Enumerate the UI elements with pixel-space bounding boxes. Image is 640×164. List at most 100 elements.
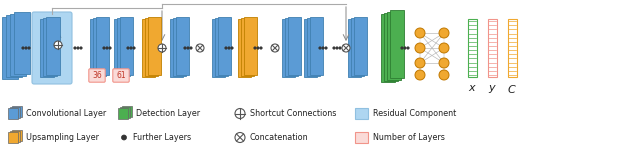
Polygon shape xyxy=(147,17,161,75)
Circle shape xyxy=(196,44,204,52)
Circle shape xyxy=(407,47,409,49)
Polygon shape xyxy=(282,19,294,77)
Polygon shape xyxy=(237,19,250,77)
Bar xyxy=(508,19,516,77)
Circle shape xyxy=(257,47,259,49)
Polygon shape xyxy=(310,17,323,75)
Circle shape xyxy=(22,47,24,49)
Bar xyxy=(355,108,368,119)
Polygon shape xyxy=(390,10,404,78)
Circle shape xyxy=(439,58,449,68)
Circle shape xyxy=(190,47,192,49)
FancyBboxPatch shape xyxy=(113,69,129,82)
Text: Upsampling Layer: Upsampling Layer xyxy=(26,133,99,142)
Circle shape xyxy=(109,47,111,49)
Polygon shape xyxy=(141,19,154,77)
Polygon shape xyxy=(287,17,301,75)
Polygon shape xyxy=(303,19,317,77)
Text: ...: ... xyxy=(440,64,449,74)
Circle shape xyxy=(415,70,425,80)
Polygon shape xyxy=(381,14,395,82)
Circle shape xyxy=(401,47,403,49)
Bar xyxy=(488,19,497,77)
Circle shape xyxy=(103,47,105,49)
Polygon shape xyxy=(10,14,26,76)
Polygon shape xyxy=(214,18,227,76)
Polygon shape xyxy=(46,17,60,75)
Circle shape xyxy=(333,47,335,49)
Circle shape xyxy=(439,70,449,80)
Polygon shape xyxy=(307,18,319,76)
Polygon shape xyxy=(12,130,22,141)
Circle shape xyxy=(28,47,30,49)
Polygon shape xyxy=(243,17,257,75)
Circle shape xyxy=(336,47,338,49)
FancyBboxPatch shape xyxy=(89,69,105,82)
Polygon shape xyxy=(218,17,230,75)
Polygon shape xyxy=(348,19,360,77)
Polygon shape xyxy=(118,108,128,119)
Circle shape xyxy=(231,47,233,49)
Circle shape xyxy=(158,44,166,52)
Circle shape xyxy=(339,47,341,49)
Circle shape xyxy=(415,43,425,53)
Circle shape xyxy=(235,109,245,119)
Circle shape xyxy=(324,47,327,49)
Circle shape xyxy=(415,58,425,68)
Polygon shape xyxy=(241,18,253,76)
Circle shape xyxy=(342,44,350,52)
Polygon shape xyxy=(10,107,20,118)
Circle shape xyxy=(54,41,62,49)
Circle shape xyxy=(439,43,449,53)
Circle shape xyxy=(106,47,108,49)
Polygon shape xyxy=(353,17,367,75)
Circle shape xyxy=(260,47,262,49)
Circle shape xyxy=(228,47,230,49)
Polygon shape xyxy=(43,18,57,76)
Circle shape xyxy=(77,47,79,49)
Polygon shape xyxy=(170,19,182,77)
Circle shape xyxy=(74,47,76,49)
Text: ...: ... xyxy=(415,64,424,74)
Text: 61: 61 xyxy=(116,72,126,81)
Polygon shape xyxy=(175,17,189,75)
Polygon shape xyxy=(95,17,109,75)
Polygon shape xyxy=(120,17,132,75)
Circle shape xyxy=(271,44,279,52)
Polygon shape xyxy=(93,18,106,76)
Text: Shortcut Connections: Shortcut Connections xyxy=(250,109,337,118)
Polygon shape xyxy=(40,19,54,77)
Polygon shape xyxy=(90,19,102,77)
Circle shape xyxy=(25,47,28,49)
Circle shape xyxy=(415,28,425,38)
Circle shape xyxy=(133,47,135,49)
Circle shape xyxy=(404,47,406,49)
Polygon shape xyxy=(8,132,18,143)
Text: 36: 36 xyxy=(92,72,102,81)
Circle shape xyxy=(184,47,186,49)
Circle shape xyxy=(80,47,82,49)
Circle shape xyxy=(254,47,256,49)
Text: Concatenation: Concatenation xyxy=(250,133,308,142)
Circle shape xyxy=(225,47,227,49)
Polygon shape xyxy=(122,106,132,117)
Circle shape xyxy=(130,47,132,49)
Text: Residual Component: Residual Component xyxy=(373,109,456,118)
Polygon shape xyxy=(285,18,298,76)
Polygon shape xyxy=(120,107,130,118)
Circle shape xyxy=(127,47,129,49)
Polygon shape xyxy=(351,18,364,76)
Polygon shape xyxy=(173,18,186,76)
Circle shape xyxy=(322,47,324,49)
FancyBboxPatch shape xyxy=(32,12,72,84)
Polygon shape xyxy=(384,13,398,81)
Circle shape xyxy=(187,47,189,49)
Polygon shape xyxy=(12,106,22,117)
Text: $y$: $y$ xyxy=(488,83,497,95)
Polygon shape xyxy=(116,18,129,76)
Text: Detection Layer: Detection Layer xyxy=(136,109,200,118)
Text: Number of Layers: Number of Layers xyxy=(373,133,445,142)
Circle shape xyxy=(439,28,449,38)
Bar xyxy=(355,132,368,143)
Text: Convolutional Layer: Convolutional Layer xyxy=(26,109,106,118)
